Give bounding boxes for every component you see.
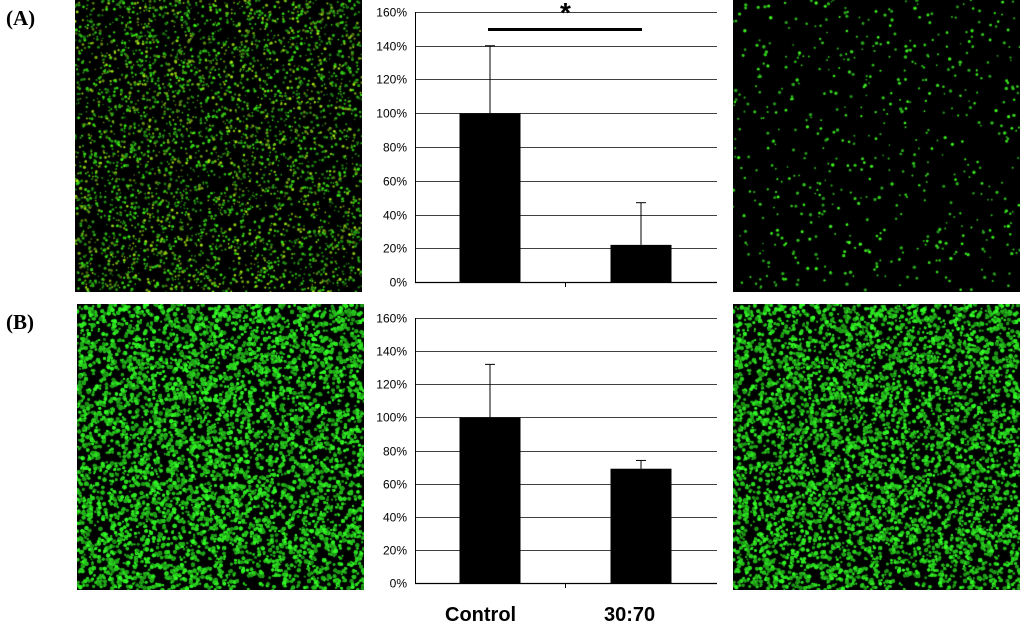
bar-control <box>459 113 521 282</box>
y-tick-label: 80% <box>383 445 407 459</box>
y-tick-label: 160% <box>376 312 407 326</box>
significance-star: * <box>560 0 571 28</box>
bar-control <box>459 417 521 583</box>
y-tick-label: 120% <box>376 73 407 87</box>
bar-30-70 <box>610 244 672 282</box>
panel-label-a: (A) <box>6 6 36 30</box>
x-label-control: Control <box>445 604 517 626</box>
y-tick-label: 40% <box>383 511 407 525</box>
micrograph-b-left <box>77 304 364 590</box>
y-tick-label: 140% <box>376 345 407 359</box>
micrograph-b-right <box>733 304 1020 590</box>
y-tick-label: 0% <box>390 577 408 591</box>
y-tick-label: 0% <box>390 276 408 290</box>
y-tick-label: 60% <box>383 478 407 492</box>
panel-label-b: (B) <box>6 310 34 334</box>
y-tick-label: 20% <box>383 242 407 256</box>
y-tick-label: 60% <box>383 175 407 189</box>
bar-30-70 <box>610 468 672 583</box>
micrograph-a-left <box>75 0 362 292</box>
y-tick-label: 100% <box>376 107 407 121</box>
y-tick-label: 100% <box>376 411 407 425</box>
y-tick-label: 120% <box>376 378 407 392</box>
x-label-30-70: 30:70 <box>604 604 656 626</box>
y-tick-label: 80% <box>383 141 407 155</box>
micrograph-a-right <box>733 0 1020 292</box>
y-tick-label: 20% <box>383 544 407 558</box>
y-tick-label: 160% <box>376 6 407 20</box>
y-tick-label: 40% <box>383 209 407 223</box>
y-tick-label: 140% <box>376 40 407 54</box>
